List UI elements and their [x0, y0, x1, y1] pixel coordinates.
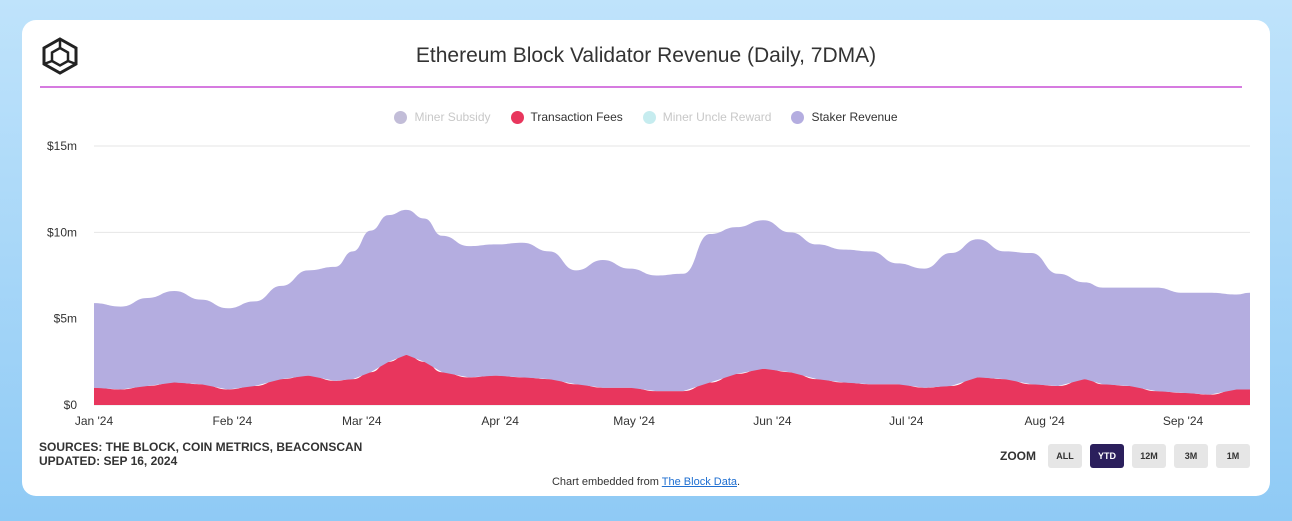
y-tick-label: $0 — [64, 398, 78, 412]
x-tick-label: Apr '24 — [481, 414, 519, 428]
legend-item[interactable]: Miner Uncle Reward — [642, 110, 772, 124]
sources-block: SOURCES: THE BLOCK, COIN METRICS, BEACON… — [39, 440, 362, 468]
legend-label: Miner Subsidy — [414, 110, 491, 124]
the-block-logo-icon — [42, 37, 78, 75]
embed-credit: Chart embedded from The Block Data. — [22, 476, 1270, 488]
zoom-button-all[interactable]: ALL — [1048, 444, 1082, 468]
chart-legend: Miner Subsidy Transaction Fees Miner Uncle… — [22, 110, 1270, 124]
legend-swatch-icon — [394, 110, 408, 124]
zoom-button-3m[interactable]: 3M — [1174, 444, 1208, 468]
area-staker-revenue — [94, 209, 1250, 395]
chart-card: Ethereum Block Validator Revenue (Daily,… — [22, 20, 1270, 496]
legend-item[interactable]: Transaction Fees — [510, 110, 623, 124]
zoom-label: ZOOM — [1000, 449, 1036, 463]
legend-item[interactable]: Staker Revenue — [791, 110, 898, 124]
y-tick-label: $10m — [47, 225, 77, 239]
sources-text: SOURCES: THE BLOCK, COIN METRICS, BEACON… — [39, 440, 363, 454]
x-tick-label: Jul '24 — [889, 414, 924, 428]
area-transaction-fees — [94, 354, 1250, 405]
embed-suffix: . — [737, 476, 741, 488]
updated-text: UPDATED: SEP 16, 2024 — [39, 454, 178, 468]
x-tick-label: Aug '24 — [1025, 414, 1066, 428]
zoom-button-ytd[interactable]: YTD — [1090, 444, 1124, 468]
legend-swatch-icon — [510, 110, 524, 124]
title-divider — [40, 86, 1242, 88]
legend-label: Transaction Fees — [530, 110, 623, 124]
legend-label: Staker Revenue — [811, 110, 898, 124]
x-tick-label: May '24 — [613, 414, 655, 428]
zoom-button-12m[interactable]: 12M — [1132, 444, 1166, 468]
legend-label: Miner Uncle Reward — [662, 110, 772, 124]
x-tick-label: Jun '24 — [753, 414, 792, 428]
embed-prefix: Chart embedded from — [551, 476, 662, 488]
the-block-data-link[interactable]: The Block Data — [661, 476, 737, 488]
legend-item[interactable]: Miner Subsidy — [394, 110, 491, 124]
y-tick-label: $5m — [54, 312, 77, 326]
chart-title: Ethereum Block Validator Revenue (Daily,… — [415, 44, 877, 67]
chart-plot: $0 $5m $10m $15m Jan '24 Feb '24 Mar '24 Apr '2… — [47, 139, 1250, 428]
zoom-button-1m[interactable]: 1M — [1216, 444, 1250, 468]
legend-swatch-icon — [642, 110, 656, 124]
x-tick-label: Feb '24 — [213, 414, 253, 428]
x-tick-label: Jan '24 — [75, 414, 114, 428]
zoom-controls: ZOOM ALL YTD 12M 3M 1M — [1000, 444, 1250, 468]
x-tick-label: Sep '24 — [1163, 414, 1204, 428]
legend-swatch-icon — [791, 110, 805, 124]
x-tick-label: Mar '24 — [342, 414, 382, 428]
y-tick-label: $15m — [47, 139, 77, 153]
